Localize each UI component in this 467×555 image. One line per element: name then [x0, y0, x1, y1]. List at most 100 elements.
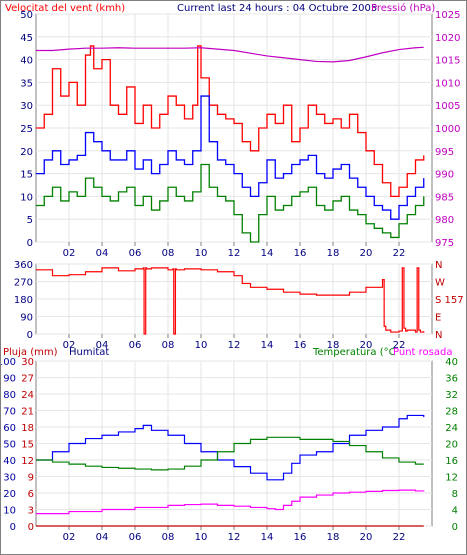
humidity-tick-label: 0 [10, 522, 16, 533]
rain-tick-label: 24 [21, 390, 34, 401]
pressure-title: Pressió (hPa) [371, 2, 435, 14]
x-tick-label: 16 [294, 248, 307, 259]
wind-tick-label: 0 [27, 238, 33, 249]
rain-tick-label: 9 [28, 473, 34, 484]
series-average-line [36, 95, 425, 220]
x-tick-label: 10 [195, 532, 208, 543]
wind-tick-label: 45 [20, 33, 33, 44]
x-tick-label: 10 [195, 340, 208, 351]
direction-tick-label: 270 [14, 278, 33, 289]
wind-tick-label: 30 [20, 101, 33, 112]
x-tick-label: 20 [360, 248, 373, 259]
wind-tick-label: 10 [20, 192, 33, 203]
rain-tick-label: 27 [21, 374, 34, 385]
series-gust-line [36, 45, 425, 198]
pressure-tick-label: 1005 [435, 101, 460, 112]
x-tick-label: 06 [129, 340, 142, 351]
temperature-tick-label: 28 [445, 407, 458, 418]
wind-tick-label: 15 [20, 170, 33, 181]
period-title: Current last 24 hours : 04 Octubre 2005 [177, 3, 377, 14]
wind-tick-label: 35 [20, 78, 33, 89]
x-tick-label: 06 [129, 532, 142, 543]
x-tick-label: 08 [162, 532, 175, 543]
x-tick-label: 08 [162, 340, 175, 351]
wind-tick-label: 40 [20, 56, 33, 67]
wind-tick-label: 25 [20, 124, 33, 135]
x-tick-label: 14 [261, 248, 274, 259]
x-tick-label: 04 [96, 340, 109, 351]
pressure-tick-label: 995 [435, 147, 454, 158]
pressure-tick-label: 975 [435, 238, 454, 249]
humidity-tick-label: 10 [3, 506, 16, 517]
x-tick-label: 20 [360, 532, 373, 543]
dewpoint-title: Punt rosada [393, 347, 452, 358]
direction-tick-label: 180 [14, 295, 33, 306]
temperature-title: Temperatura (°C [312, 347, 396, 358]
x-tick-label: 04 [96, 532, 109, 543]
series-humidity-line [36, 414, 425, 481]
pressure-tick-label: 1020 [435, 33, 460, 44]
x-tick-label: 22 [393, 532, 406, 543]
temperature-tick-label: 36 [445, 374, 458, 385]
wind-tick-label: 50 [20, 10, 33, 21]
x-tick-label: 10 [195, 248, 208, 259]
pressure-tick-label: 1000 [435, 124, 460, 135]
x-tick-label: 22 [393, 340, 406, 351]
wind-tick-label: 5 [27, 215, 33, 226]
wind-tick-label: 20 [20, 147, 33, 158]
x-tick-label: 18 [327, 532, 340, 543]
rain-tick-label: 0 [28, 522, 34, 533]
temperature-tick-label: 4 [452, 506, 458, 517]
pressure-tick-label: 990 [435, 170, 454, 181]
humidity-tick-label: 20 [3, 489, 16, 500]
direction-tick-label: 90 [20, 313, 33, 324]
rain-tick-label: 6 [28, 489, 34, 500]
x-tick-label: 18 [327, 248, 340, 259]
humidity-tick-label: 40 [3, 456, 16, 467]
humidity-tick-label: 50 [3, 440, 16, 451]
temperature-tick-label: 40 [445, 357, 458, 368]
x-tick-label: 20 [360, 340, 373, 351]
humidity-tick-label: 30 [3, 473, 16, 484]
direction-tick-label: 360 [14, 260, 33, 271]
compass-label: W [435, 278, 445, 289]
pressure-tick-label: 980 [435, 215, 454, 226]
pressure-tick-label: 1010 [435, 78, 460, 89]
x-tick-label: 22 [393, 248, 406, 259]
direction-tick-label: 0 [27, 330, 33, 341]
tick-labels-layer: 0510152025303540455097598098599099510001… [1, 10, 464, 543]
temperature-tick-label: 32 [445, 390, 458, 401]
pressure-tick-label: 1025 [435, 10, 460, 21]
humidity-title: Humitat [69, 347, 109, 358]
x-tick-label: 02 [63, 340, 76, 351]
humidity-tick-label: 100 [1, 357, 16, 368]
x-tick-label: 12 [228, 248, 241, 259]
temperature-tick-label: 12 [445, 473, 458, 484]
rain-title: Pluja (mm) [3, 347, 58, 358]
x-tick-label: 12 [228, 532, 241, 543]
pressure-tick-label: 985 [435, 192, 454, 203]
x-tick-label: 04 [96, 248, 109, 259]
temperature-tick-label: 20 [445, 440, 458, 451]
rain-tick-label: 30 [21, 357, 34, 368]
x-tick-label: 14 [261, 340, 274, 351]
series-temperature-line [36, 436, 424, 471]
x-tick-label: 08 [162, 248, 175, 259]
humidity-tick-label: 70 [3, 407, 16, 418]
x-tick-label: 18 [327, 340, 340, 351]
humidity-tick-label: 60 [3, 423, 16, 434]
temperature-tick-label: 0 [452, 522, 458, 533]
x-tick-label: 12 [228, 340, 241, 351]
series-direction-line [36, 267, 425, 335]
temperature-tick-label: 24 [445, 423, 458, 434]
x-tick-label: 16 [294, 532, 307, 543]
humidity-tick-label: 90 [3, 374, 16, 385]
compass-label: N [435, 260, 442, 271]
rain-tick-label: 3 [28, 506, 34, 517]
temperature-tick-label: 8 [452, 489, 458, 500]
series-low-line [36, 163, 425, 243]
rain-tick-label: 15 [21, 440, 34, 451]
compass-label: N [435, 330, 442, 341]
